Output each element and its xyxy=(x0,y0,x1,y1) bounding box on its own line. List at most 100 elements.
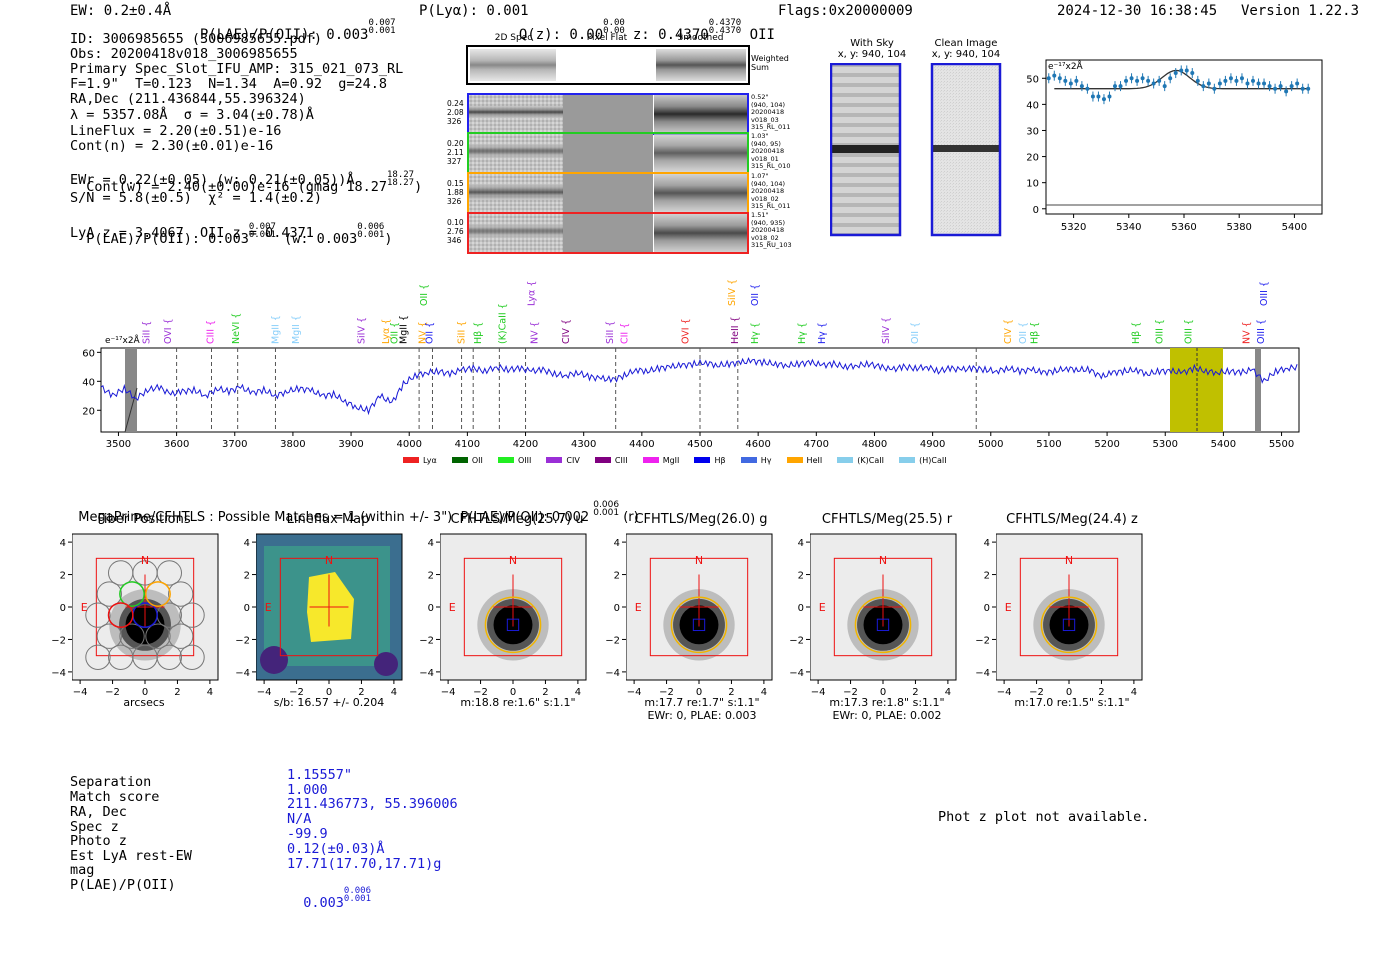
cutout-panel: N E −4 −2 0 2 4 xyxy=(626,533,773,698)
header-qz-frac: 0.00 0.00 xyxy=(603,18,625,36)
cutout-panel: N E −4 −2 0 2 4 xyxy=(810,533,957,698)
cutout-yaxis: 4 2 0 −2 −4 xyxy=(419,538,440,679)
zoom-data-point xyxy=(1201,84,1206,89)
cutout-caption: s/b: 16.57 +/- 0.204 xyxy=(273,696,385,709)
legend-swatch xyxy=(694,457,711,463)
zoom-data-point xyxy=(1256,81,1261,86)
clean-image-title: Clean Image x, y: 940, 104 xyxy=(931,38,1001,60)
masked-hatch xyxy=(124,387,138,433)
cutout-xtick-label: 0 xyxy=(142,687,148,698)
line-id-label: Hβ { xyxy=(1029,322,1040,344)
zoom-data-point xyxy=(1124,78,1129,83)
header-qz: Q(z): 0.00 0.00 0.00 xyxy=(518,18,625,44)
lineflux-map-low xyxy=(374,652,398,676)
weighted-sum-smoothed xyxy=(656,49,746,81)
cutout-caption: m:17.7 re:1.7" s:1.1" xyxy=(644,696,760,709)
full-spec-xtick-label: 4700 xyxy=(804,439,829,450)
info-contw: Cont(w) = 2.40(±0.00)e-16 (gmag 18.27 18.… xyxy=(86,170,423,196)
zoom-data-point xyxy=(1107,94,1112,99)
full-spec-xtick-label: 4500 xyxy=(687,439,712,450)
line-id-label: (K)CaII { xyxy=(497,303,508,344)
cutout-title: Lineflux Map xyxy=(286,512,370,527)
fiber-circle xyxy=(96,623,122,649)
spec2d-row-3 xyxy=(467,172,749,214)
full-spec-unit: e⁻¹⁷x2Å xyxy=(105,336,140,346)
line-id-label: HeII { xyxy=(730,316,741,344)
zoom-xtick-label: 5400 xyxy=(1282,222,1307,233)
full-spec-xtick-label: 5400 xyxy=(1211,439,1236,450)
zoom-data-point xyxy=(1228,76,1233,81)
aperture-ellipse xyxy=(484,596,542,654)
cutout-ytick-label: 4 xyxy=(984,538,990,549)
line-id-label: NV { xyxy=(418,321,429,344)
header-z: z: 0.4370 0.4370 0.4370 OII xyxy=(632,18,775,44)
full-spec-xtick-label: 4000 xyxy=(396,439,421,450)
east-label: E xyxy=(819,601,826,614)
fiber-circle xyxy=(156,644,183,670)
legend-item: (H)CaII xyxy=(899,456,947,465)
zoom-data-point xyxy=(1306,86,1311,91)
legend-item: (K)CaII xyxy=(837,456,884,465)
match-label: Est LyA rest-EW xyxy=(70,848,192,864)
zoom-ytick-label: 30 xyxy=(1026,126,1039,137)
zoom-data-point xyxy=(1157,78,1162,83)
match-value: 211.436773, 55.396006 xyxy=(287,796,458,812)
cutout-title: CFHTLS/Meg(25.7) u xyxy=(450,512,584,527)
north-label: N xyxy=(1065,554,1073,567)
cutout-ytick-label: 0 xyxy=(984,603,990,614)
match-label: Separation xyxy=(70,774,152,790)
match-label: RA, Dec xyxy=(70,804,127,820)
legend-swatch xyxy=(546,457,563,463)
header-plya: P(Lyα): 0.001 xyxy=(419,3,529,19)
line-id-label: SiII { xyxy=(457,321,468,344)
cutout-ytick-label: −4 xyxy=(605,668,620,679)
cutout-xtick-label: −2 xyxy=(105,687,120,698)
weighted-sum-2d xyxy=(470,49,556,81)
line-id-label: OII { xyxy=(910,322,921,344)
zoom-data-point xyxy=(1046,76,1051,81)
legend-item: Hβ xyxy=(694,456,726,465)
match-value: 1.15557" xyxy=(287,767,353,783)
line-id-label-top: Lyα { xyxy=(526,281,537,306)
zoom-data-point xyxy=(1223,78,1228,83)
north-label: N xyxy=(879,554,887,567)
header-ew: EW: 0.2±0.4Å xyxy=(70,3,172,19)
cutout-ytick-label: 4 xyxy=(798,538,804,549)
zoom-data-point xyxy=(1079,84,1084,89)
legend-swatch xyxy=(786,457,803,463)
zoom-data-point xyxy=(1245,81,1250,86)
spec2d-row-meta: 1.51" (940, 935) 20200418 v018_02 315_RU_103 xyxy=(751,211,792,249)
cutout-caption: m:17.0 re:1.5" s:1.1" xyxy=(1014,696,1130,709)
with-sky-image xyxy=(830,63,902,237)
cutout-panel: N E −4 −2 0 2 4 xyxy=(440,533,587,698)
info-radec: RA,Dec (211.436844,55.396324) xyxy=(70,91,306,107)
zoom-data-point xyxy=(1074,78,1079,83)
spec2d-col-header: Pixel Flat xyxy=(586,33,628,43)
cutout-ytick-label: −2 xyxy=(419,635,434,646)
zoom-data-point xyxy=(1239,76,1244,81)
legend-item: MgII xyxy=(642,456,679,465)
line-id-label: CIII { xyxy=(205,320,216,344)
cutout-xtick-label: −2 xyxy=(843,687,858,698)
zoom-data-point xyxy=(1295,81,1300,86)
cutout-ytick-label: −2 xyxy=(789,635,804,646)
line-id-label: Hγ { xyxy=(750,322,761,344)
fiber-circle xyxy=(168,623,194,649)
cutout-xtick-label: 4 xyxy=(945,687,951,698)
spec2d-images xyxy=(466,45,750,254)
zoom-data-point xyxy=(1052,73,1057,78)
cutout-xtick-label: −4 xyxy=(257,687,272,698)
cutout-xtick-label: 2 xyxy=(358,687,364,698)
line-id-label: OIII { xyxy=(1154,319,1165,344)
full-spec-xtick-label: 4900 xyxy=(920,439,945,450)
zoom-data-point xyxy=(1057,76,1062,81)
zoom-data-point xyxy=(1129,76,1134,81)
line-id-label: MgII { xyxy=(291,315,302,344)
zoom-data-point xyxy=(1289,84,1294,89)
east-label: E xyxy=(449,601,456,614)
full-spec-xtick-label: 4800 xyxy=(862,439,887,450)
photz-note: Phot z plot not available. xyxy=(938,809,1150,825)
zoom-data-point xyxy=(1168,76,1173,81)
fiber-circle xyxy=(168,581,194,607)
fiber-circle xyxy=(85,644,111,670)
